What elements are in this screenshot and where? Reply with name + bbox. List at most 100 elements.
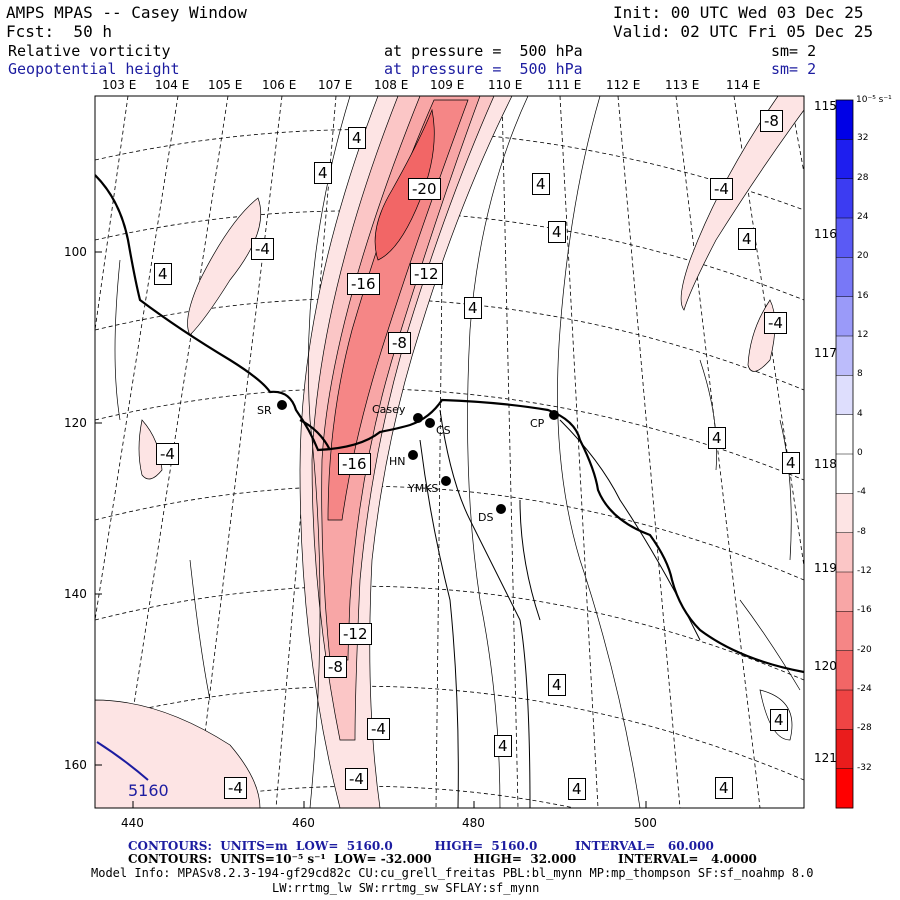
contour-label: -4 [156, 443, 179, 465]
field2-level: at pressure = 500 hPa [384, 60, 583, 78]
footer-height-contours: CONTOURS: UNITS=m LOW= 5160.0 HIGH= 5160… [128, 839, 714, 853]
colorbar-swatch [836, 336, 853, 376]
y-tick-label: 100 [64, 245, 87, 259]
contour-label: -4 [710, 178, 733, 200]
lon-label: 110 E [488, 78, 523, 92]
colorbar-tick-label: -24 [857, 684, 872, 694]
colorbar-tick-label: 32 [857, 133, 869, 144]
contour-label: -20 [408, 178, 441, 200]
contour-label: -8 [760, 110, 783, 132]
station-label-sr: SR [257, 404, 272, 417]
contour-label: 4 [568, 778, 586, 800]
station-label-casey: Casey [372, 403, 406, 416]
lon-label: 105 E [208, 78, 243, 92]
footer-model-info: Model Info: MPASv8.2.3-194-gf29cd82c CU:… [91, 866, 814, 880]
contour-label: 4 [314, 162, 332, 184]
contour-label: 4 [532, 173, 550, 195]
colorbar-tick-label: -4 [857, 487, 866, 498]
contour-label: -12 [410, 263, 443, 285]
colorbar-tick-label: 16 [857, 290, 869, 301]
colorbar-tick-label: 0 [857, 448, 863, 458]
lon-label: 103 E [102, 78, 137, 92]
colorbar-tick-label: 24 [857, 212, 869, 222]
contour-label: -12 [339, 623, 372, 645]
station-dot-sr [277, 400, 287, 410]
colorbar-swatch [836, 414, 853, 455]
longitude-lines [95, 96, 804, 808]
contour-label: -8 [324, 656, 347, 678]
coastline [95, 174, 804, 674]
colorbar-swatch [836, 257, 853, 298]
y-tick-label: 120 [64, 416, 87, 430]
station-label-cs: CS [436, 424, 451, 437]
colorbar-swatch [836, 729, 853, 770]
colorbar-swatch [836, 650, 853, 691]
colorbar-swatch [836, 178, 853, 219]
field1-level: at pressure = 500 hPa [384, 42, 583, 60]
contour-label: -4 [764, 312, 787, 334]
station-dot-casey [413, 413, 423, 423]
colorbar-units: 10⁻⁵ s⁻¹ [856, 95, 892, 105]
contour-label: 4 [548, 674, 566, 696]
lon-label: 107 E [318, 78, 353, 92]
lon-label: 106 E [262, 78, 297, 92]
lon-label: 104 E [155, 78, 190, 92]
model-title: AMPS MPAS -- Casey Window [6, 3, 247, 22]
colorbar-tick-label: -28 [857, 723, 872, 734]
colorbar-swatch [836, 454, 853, 494]
contour-label: -8 [388, 332, 411, 354]
contour-label: 4 [348, 127, 366, 149]
station-dot-ds [496, 504, 506, 514]
contour-label: 4 [782, 452, 800, 474]
positive-vorticity-contours [114, 96, 801, 808]
contour-label: -4 [345, 768, 368, 790]
y-tick-label: 160 [64, 758, 87, 772]
field2-name: Geopotential height [8, 60, 180, 78]
station-label-ds: DS [478, 511, 494, 524]
field1-name: Relative vorticity [8, 42, 171, 60]
colorbar-swatch [836, 532, 853, 573]
init-time: Init: 00 UTC Wed 03 Dec 25 [613, 3, 864, 22]
colorbar-swatch [836, 218, 853, 258]
contour-label: 4 [738, 228, 756, 250]
footer-vorticity-contours: CONTOURS: UNITS=10⁻⁵ s⁻¹ LOW= -32.000 HI… [128, 852, 757, 866]
x-tick-label: 460 [292, 816, 315, 830]
field1-sm: sm= 2 [771, 42, 817, 60]
station-dot-cp [549, 410, 559, 420]
contour-label: -16 [338, 453, 371, 475]
terrain-lines [419, 409, 701, 808]
lon-label: 114 E [726, 78, 761, 92]
colorbar-swatch [836, 139, 853, 180]
contour-label: 4 [464, 297, 482, 319]
colorbar-tick-label: -16 [857, 605, 872, 616]
axis-ticks [95, 251, 647, 808]
x-tick-label: 440 [121, 816, 144, 830]
contour-label: -4 [251, 238, 274, 260]
contour-label: 4 [715, 777, 733, 799]
colorbar-swatch [836, 493, 853, 534]
station-label-cp: CP [530, 417, 545, 430]
station-label-hn: HN [389, 455, 406, 468]
station-dot-ymks [441, 476, 451, 486]
colorbar-swatch [836, 100, 853, 140]
lon-label: 109 E [430, 78, 465, 92]
colorbar-tick-label: 28 [857, 172, 869, 183]
contour-label: -16 [347, 273, 380, 295]
contour-label: 4 [708, 427, 726, 449]
lon-label: 111 E [547, 78, 582, 92]
colorbar-swatch [836, 611, 853, 652]
contour-label: -4 [367, 718, 390, 740]
field2-sm: sm= 2 [771, 60, 817, 78]
colorbar-tick-label: -20 [857, 644, 872, 655]
colorbar-tick-label: 4 [857, 408, 863, 419]
station-label-ymks: YMKS [408, 482, 439, 495]
lon-label: 108 E [374, 78, 409, 92]
contour-label: 4 [154, 263, 172, 285]
y-tick-label: 140 [64, 587, 87, 601]
colorbar-swatch [836, 375, 853, 416]
contour-label: 4 [494, 735, 512, 757]
lon-label: 112 E [606, 78, 641, 92]
colorbar-tick-label: -32 [857, 762, 872, 773]
station-markers [277, 400, 559, 514]
